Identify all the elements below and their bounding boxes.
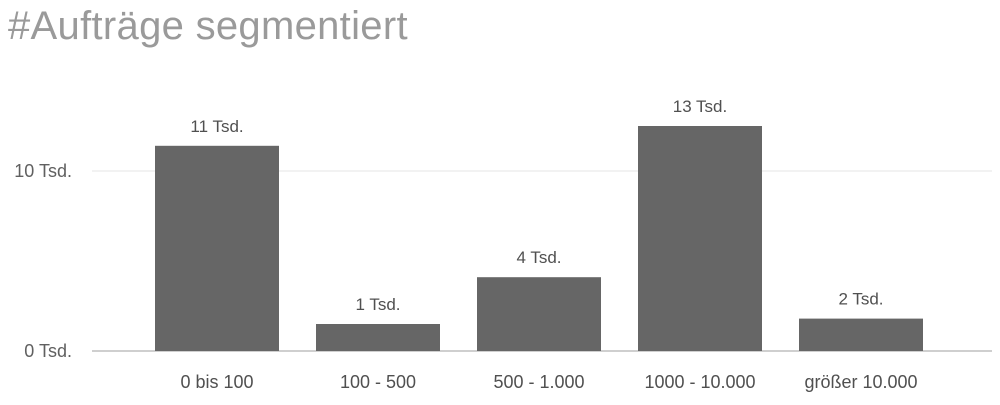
bar [477, 277, 601, 351]
data-label: 11 Tsd. [190, 117, 243, 136]
data-label: 1 Tsd. [355, 295, 400, 314]
y-tick-label: 10 Tsd. [14, 161, 72, 181]
chart-title: #Aufträge segmentiert [8, 4, 408, 48]
bar [799, 318, 923, 351]
x-tick-label: 1000 - 10.000 [644, 372, 755, 392]
x-tick-label: größer 10.000 [804, 372, 917, 392]
bar [316, 324, 440, 351]
bar [155, 145, 279, 351]
y-tick-label: 0 Tsd. [24, 341, 72, 361]
x-tick-label: 0 bis 100 [180, 372, 253, 392]
x-tick-label: 500 - 1.000 [493, 372, 584, 392]
data-label: 2 Tsd. [838, 290, 883, 309]
data-label: 13 Tsd. [673, 97, 728, 116]
bar [638, 126, 762, 351]
data-label: 4 Tsd. [516, 248, 561, 267]
x-tick-label: 100 - 500 [340, 372, 416, 392]
